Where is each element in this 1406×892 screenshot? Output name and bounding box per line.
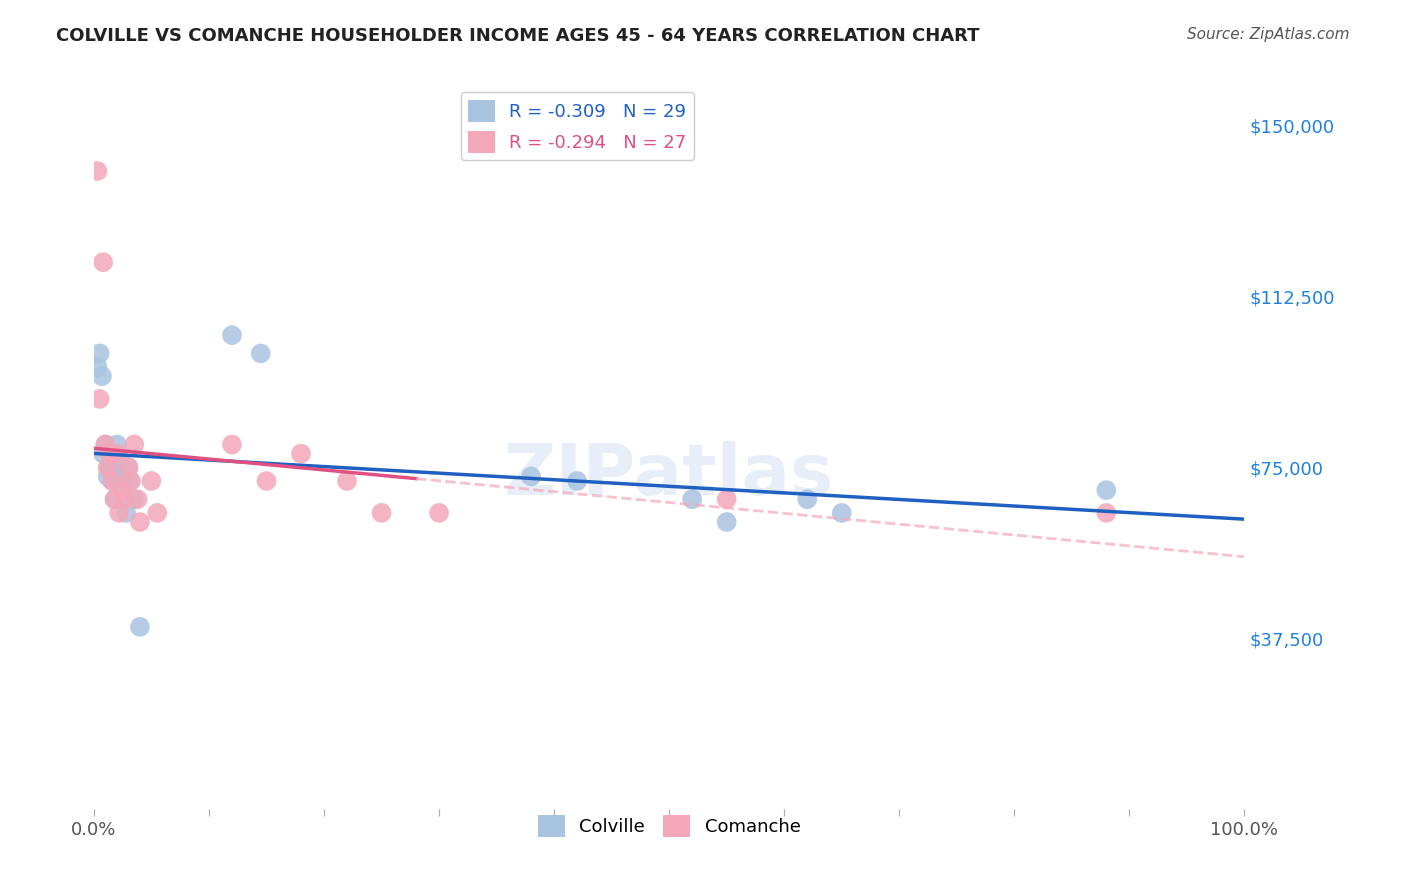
Point bbox=[129, 515, 152, 529]
Point bbox=[97, 460, 120, 475]
Point bbox=[89, 392, 111, 406]
Point bbox=[565, 474, 588, 488]
Point bbox=[146, 506, 169, 520]
Point bbox=[1095, 483, 1118, 497]
Point bbox=[336, 474, 359, 488]
Point bbox=[716, 515, 738, 529]
Point bbox=[103, 447, 125, 461]
Point bbox=[427, 506, 450, 520]
Point bbox=[370, 506, 392, 520]
Point bbox=[91, 255, 114, 269]
Point bbox=[221, 328, 243, 343]
Text: Source: ZipAtlas.com: Source: ZipAtlas.com bbox=[1187, 27, 1350, 42]
Point bbox=[104, 492, 127, 507]
Point bbox=[91, 447, 114, 461]
Point bbox=[127, 492, 149, 507]
Point bbox=[86, 164, 108, 178]
Point bbox=[681, 492, 703, 507]
Point bbox=[86, 359, 108, 374]
Point bbox=[98, 447, 121, 461]
Point bbox=[94, 437, 117, 451]
Point bbox=[831, 506, 853, 520]
Point bbox=[101, 474, 124, 488]
Point bbox=[101, 474, 124, 488]
Point bbox=[108, 506, 131, 520]
Text: COLVILLE VS COMANCHE HOUSEHOLDER INCOME AGES 45 - 64 YEARS CORRELATION CHART: COLVILLE VS COMANCHE HOUSEHOLDER INCOME … bbox=[56, 27, 980, 45]
Point bbox=[221, 437, 243, 451]
Point bbox=[290, 447, 312, 461]
Point bbox=[105, 447, 128, 461]
Point bbox=[520, 469, 543, 483]
Point bbox=[122, 437, 145, 451]
Point bbox=[94, 437, 117, 451]
Point bbox=[256, 474, 278, 488]
Point bbox=[97, 460, 120, 475]
Point bbox=[1095, 506, 1118, 520]
Point bbox=[120, 474, 142, 488]
Point bbox=[97, 469, 120, 483]
Point bbox=[108, 451, 131, 466]
Point bbox=[716, 492, 738, 507]
Point bbox=[249, 346, 271, 360]
Point bbox=[117, 460, 139, 475]
Legend: Colville, Comanche: Colville, Comanche bbox=[530, 808, 808, 845]
Point bbox=[112, 474, 135, 488]
Point bbox=[117, 460, 139, 475]
Point bbox=[129, 620, 152, 634]
Point bbox=[100, 460, 122, 475]
Point bbox=[120, 474, 142, 488]
Point bbox=[111, 483, 134, 497]
Point bbox=[114, 492, 136, 507]
Point bbox=[89, 346, 111, 360]
Point bbox=[115, 506, 138, 520]
Point bbox=[91, 369, 114, 384]
Point bbox=[122, 492, 145, 507]
Point bbox=[104, 492, 127, 507]
Point bbox=[796, 492, 818, 507]
Point bbox=[105, 437, 128, 451]
Point bbox=[110, 469, 132, 483]
Text: ZIPatlas: ZIPatlas bbox=[505, 442, 834, 510]
Point bbox=[141, 474, 163, 488]
